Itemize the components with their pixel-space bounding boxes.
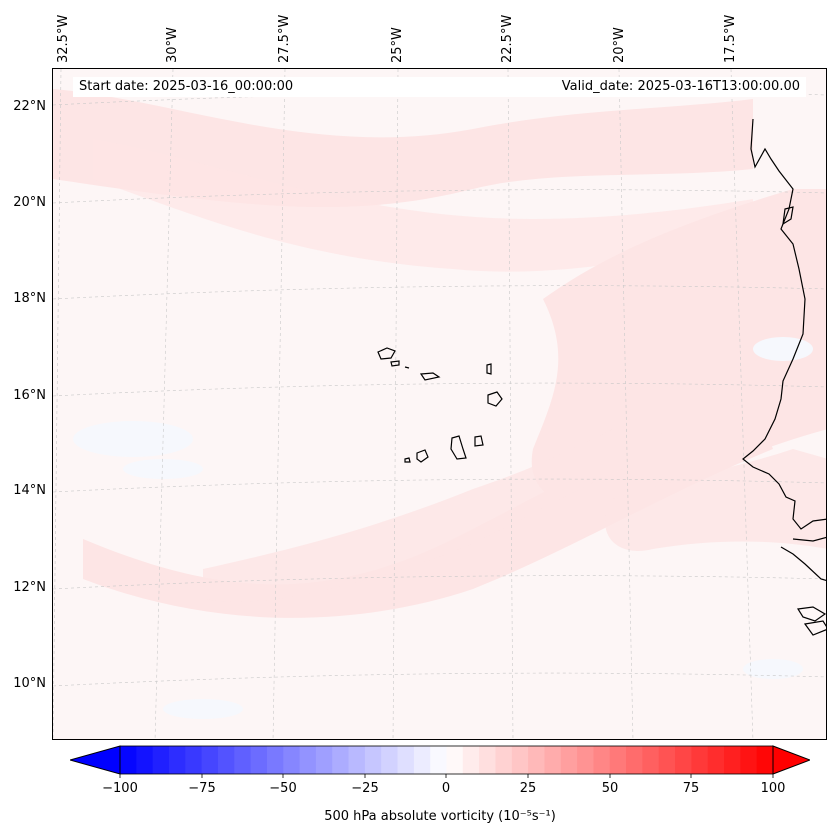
positive-vorticity-areas (53, 89, 826, 618)
colorbar-band (283, 746, 301, 774)
colorbar-tick-label: −75 (188, 781, 216, 796)
colorbar-min-arrow (70, 745, 121, 775)
lat-label-16N: 16°N (13, 388, 46, 403)
colorbar-band (266, 746, 284, 774)
lon-label-17.5W: 17.5°W (723, 14, 738, 63)
colorbar-band (120, 746, 137, 774)
island-santo-antao (377, 347, 396, 360)
map-panel[interactable]: Start date: 2025-03-16_00:00:00 Valid_da… (52, 68, 827, 740)
colorbar-band (577, 746, 594, 774)
colorbar-band (528, 746, 545, 774)
colorbar-tick-label: 50 (601, 781, 619, 796)
colorbar-band (185, 746, 203, 774)
colorbar-tick-label: −100 (102, 781, 138, 796)
start-date-label: Start date: 2025-03-16_00:00:00 (79, 79, 294, 94)
colorbar-band (544, 746, 562, 774)
colorbar-band (658, 746, 676, 774)
colorbar-band (152, 746, 170, 774)
colorbar-band (724, 746, 741, 774)
colorbar-band (511, 746, 529, 774)
colorbar-band (381, 746, 399, 774)
colorbar-band (691, 746, 709, 774)
colorbar-tick-label: 75 (682, 781, 700, 796)
colorbar-band (299, 746, 317, 774)
colorbar-tick-label: 100 (760, 781, 786, 796)
colorbar-band (756, 746, 774, 774)
colorbar-tick-label: 25 (519, 781, 537, 796)
colorbar-band (430, 746, 447, 774)
colorbar-band (136, 746, 154, 774)
island-maio (474, 435, 484, 447)
colorbar-band (495, 746, 513, 774)
negative-vorticity-areas (73, 337, 813, 719)
lon-label-25W: 25°W (390, 27, 405, 63)
lat-label-10N: 10°N (13, 676, 46, 691)
colorbar-max-arrow (772, 745, 810, 775)
date-info-bar: Start date: 2025-03-16_00:00:00 Valid_da… (73, 77, 806, 97)
colorbar-band (675, 746, 692, 774)
island-santiago (450, 435, 467, 460)
island-coastlines (377, 347, 503, 463)
vorticity-field (53, 69, 826, 739)
valid-date-label: Valid_date: 2025-03-16T13:00:00.00 (561, 79, 800, 94)
colorbar (70, 745, 810, 778)
colorbar-band (315, 746, 333, 774)
colorbar-band (413, 746, 431, 774)
colorbar-band (168, 746, 186, 774)
island-sao-vicente (390, 360, 400, 367)
colorbar-band (348, 746, 366, 774)
colorbar-band (446, 746, 464, 774)
colorbar-band (397, 746, 415, 774)
lat-label-18N: 18°N (13, 291, 46, 306)
island-brava (404, 457, 411, 463)
colorbar-band (462, 746, 480, 774)
colorbar-band (609, 746, 627, 774)
lat-label-12N: 12°N (13, 580, 46, 595)
colorbar-band (234, 746, 252, 774)
colorbar-title: 500 hPa absolute vorticity (10⁻⁵s⁻¹) (324, 809, 556, 824)
colorbar-band (201, 746, 219, 774)
colorbar-tick-label: −25 (351, 781, 379, 796)
colorbar-band (626, 746, 643, 774)
lat-label-20N: 20°N (13, 195, 46, 210)
lon-label-32.5W: 32.5°W (56, 14, 71, 63)
colorbar-band (479, 746, 496, 774)
colorbar-band (250, 746, 268, 774)
colorbar-band (364, 746, 382, 774)
colorbar-tick-label: −50 (269, 781, 297, 796)
island-fogo (416, 449, 429, 463)
colorbar-tick-marks (119, 774, 774, 778)
africa-coastline (742, 118, 826, 636)
colorbar-outline (119, 745, 774, 775)
colorbar-tick-label: 0 (441, 781, 451, 796)
lon-label-30W: 30°W (165, 27, 180, 63)
colorbar-band (332, 746, 350, 774)
lon-label-27.5W: 27.5°W (277, 14, 292, 63)
island-santa-luzia (404, 366, 410, 369)
lon-label-22.5W: 22.5°W (500, 14, 515, 63)
colorbar-band (740, 746, 758, 774)
colorbar-band (217, 746, 235, 774)
colorbar-bands (120, 746, 774, 774)
colorbar-band (707, 746, 725, 774)
lat-label-14N: 14°N (13, 483, 46, 498)
colorbar-band (593, 746, 611, 774)
island-sal (486, 363, 492, 375)
colorbar-band (560, 746, 578, 774)
lat-label-22N: 22°N (13, 99, 46, 114)
graticule (53, 69, 826, 739)
island-boa-vista (487, 391, 503, 407)
lon-label-20W: 20°W (612, 27, 627, 63)
colorbar-band (642, 746, 660, 774)
island-sao-nicolau (419, 372, 441, 381)
